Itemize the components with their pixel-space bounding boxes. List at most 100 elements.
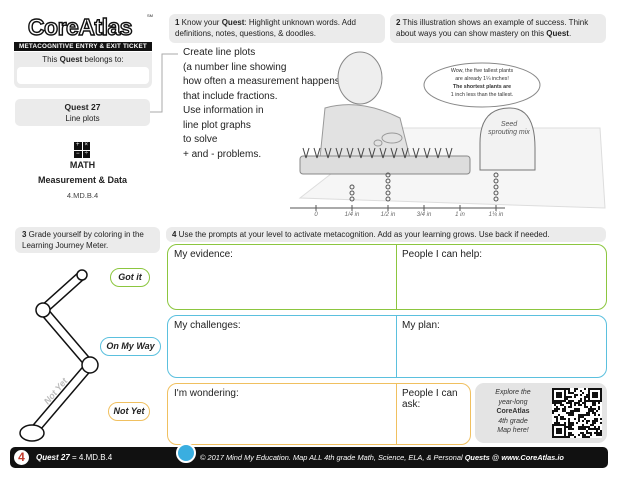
plant (335, 147, 343, 159)
service-mark: SM (147, 13, 153, 18)
step-3-instructions: 3 Grade yourself by coloring in the Lear… (15, 227, 160, 253)
step-text: . (568, 29, 572, 38)
plot-mark (349, 190, 355, 196)
illustration-drawing (290, 51, 606, 211)
subject-standard: 4.MD.B.4 (66, 191, 99, 200)
plant (390, 147, 398, 159)
speech-bubble-line: Wow, the five tallest plants (450, 68, 514, 74)
step-2-instructions: 2 This illustration shows an example of … (390, 14, 606, 43)
divider (396, 384, 397, 444)
axis-label: 3/4 in (416, 212, 432, 218)
plot-mark (385, 190, 391, 196)
objective-line: line plot graphs (183, 119, 251, 131)
footer-copyright: © 2017 Mind My Education. Map ALL 4th gr… (200, 453, 465, 462)
step-1-instructions: 1 Know your Quest: Highlight unknown wor… (169, 14, 385, 43)
objective-line: how often a measurement happens) (183, 76, 344, 87)
step-number: 2 (396, 18, 401, 27)
qr-code-icon[interactable] (552, 388, 602, 438)
quest-title: Quest 27 (64, 102, 101, 112)
got-it-prompts[interactable]: My evidence: People I can help: (167, 244, 607, 310)
footer-bar: 4 Quest 27 = 4.MD.B.4 © 2017 Mind My Edu… (10, 443, 608, 468)
plot-mark (385, 184, 391, 190)
axis-label: 1 in (455, 212, 465, 218)
divider (396, 245, 397, 309)
step-text: Know your (179, 18, 222, 27)
footer-at: @ (489, 453, 502, 462)
speech-bubble-line: 1 inch less than the tallest. (450, 92, 514, 98)
qr-panel[interactable]: Explore the year-long CoreAtlas 4th grad… (475, 383, 607, 443)
belongs-prefix: This (42, 55, 60, 64)
footer-site-link[interactable]: www.CoreAtlas.io (501, 453, 564, 462)
step-text: Use the prompts at your level to activat… (176, 230, 550, 239)
belongs-to-panel: This Quest belongs to: (14, 52, 152, 88)
plus-glyph: + (74, 142, 82, 150)
plot-mark (493, 184, 499, 190)
subject-name: MATH (69, 160, 96, 170)
ticket-label: METACOGNITIVE ENTRY & EXIT TICKET (14, 42, 152, 51)
not-yet-prompts[interactable]: I'm wondering: People I can ask: (167, 383, 471, 445)
plant (445, 147, 453, 159)
step-number: 3 (22, 230, 27, 239)
divide-glyph: ÷ (82, 150, 90, 158)
objective-text: Create line plots (a number line showing… (183, 46, 343, 162)
prompt-ask: People I can ask: (402, 388, 458, 410)
subject-domain: Measurement & Data (37, 175, 128, 185)
qr-text: 4th grade (498, 417, 528, 425)
objective-line: + and - problems. (183, 148, 262, 160)
prompt-plan: My plan: (402, 320, 440, 331)
math-operations-icon: + × − ÷ (74, 142, 90, 158)
objective-line: (a number line showing (183, 61, 287, 73)
speech-bubble-line: are already 1¼ inches! (455, 76, 509, 82)
axis-label: 0 (314, 212, 318, 218)
seed-bag-label: Seed sprouting mix (488, 121, 530, 136)
plant (401, 147, 409, 159)
name-input[interactable] (17, 67, 149, 84)
level-not-yet[interactable]: Not Yet (108, 402, 150, 421)
learning-journey-meter[interactable]: Not Yet (10, 255, 110, 445)
qr-text: Explore the (495, 389, 531, 396)
plant (368, 147, 376, 159)
prompt-challenges: My challenges: (174, 320, 241, 331)
level-on-my-way[interactable]: On My Way (100, 337, 161, 356)
on-my-way-prompts[interactable]: My challenges: My plan: (167, 315, 607, 378)
grade-badge: 4 (12, 448, 31, 467)
plant (357, 147, 365, 159)
divider (396, 316, 397, 377)
footer-standard: = 4.MD.B.4 (69, 453, 113, 462)
objective-line: Create line plots (183, 47, 256, 58)
plant (302, 147, 310, 159)
prompt-evidence: My evidence: (174, 249, 233, 260)
step-text: : Highlight unknown words. Add definitio… (175, 18, 356, 38)
step-text: Grade yourself by coloring in the Learni… (22, 230, 144, 250)
minus-glyph: − (74, 150, 82, 158)
step-bold: Quest (221, 18, 245, 27)
plot-mark (493, 196, 499, 202)
level-got-it[interactable]: Got it (110, 268, 150, 287)
prompt-wondering: I'm wondering: (174, 388, 239, 399)
qr-text: year-long (498, 398, 528, 406)
plot-mark (493, 190, 499, 196)
coreatlas-logo: CoreAtlas (27, 13, 133, 40)
plot-mark (385, 196, 391, 202)
plot-mark (385, 172, 391, 178)
step-number: 4 (172, 230, 177, 239)
plant (412, 147, 420, 159)
axis-label: 1/2 in (380, 212, 396, 218)
belongs-suffix: belongs to: (82, 55, 124, 64)
speech-bubble-line: The shortest plants are (452, 84, 512, 90)
connector-line (150, 52, 178, 113)
qr-text: Map here! (497, 427, 529, 434)
times-glyph: × (82, 142, 90, 150)
plant (379, 147, 387, 159)
footer-quests: Quests (464, 453, 490, 462)
success-illustration: Seed sprouting mix Wow, the five tallest… (270, 48, 610, 223)
axis-label: 1¼ in (488, 212, 504, 218)
footer-quest: Quest 27 (36, 453, 70, 462)
step-4-instructions: 4 Use the prompts at your level to activ… (166, 227, 606, 242)
objective-line: to solve (183, 134, 218, 145)
step-number: 1 (175, 18, 180, 27)
plot-mark (493, 178, 499, 184)
prompt-help: People I can help: (402, 249, 483, 260)
quest-card: Quest 27 Line plots (15, 99, 150, 126)
plot-mark (349, 184, 355, 190)
